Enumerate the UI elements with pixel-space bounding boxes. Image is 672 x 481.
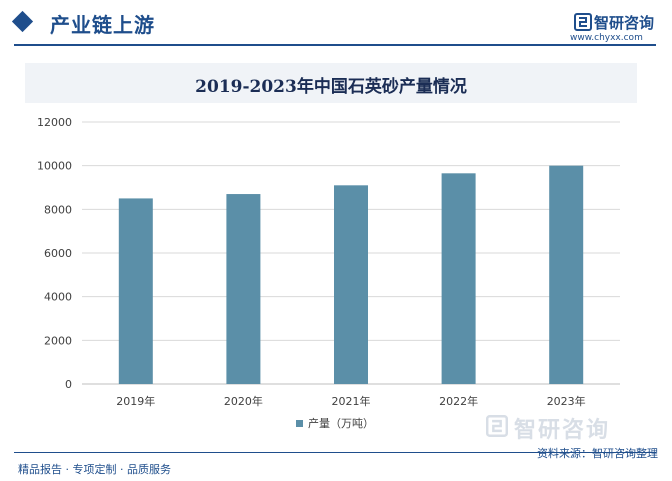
y-tick-label: 4000: [44, 291, 72, 304]
page-footer: 精品报告 · 专项定制 · 品质服务 资料来源：智研咨询整理: [0, 447, 672, 481]
x-tick-label: 2021年: [332, 394, 371, 408]
bar: [549, 165, 584, 384]
y-tick-label: 10000: [37, 160, 72, 173]
bar: [441, 173, 476, 384]
watermark-text: 智研咨询: [514, 418, 611, 443]
y-tick-label: 8000: [44, 203, 72, 216]
y-tick-label: 2000: [44, 334, 72, 347]
legend-label: 产量（万吨）: [308, 416, 374, 430]
brand-block: 智研咨询 www.chyxx.com: [570, 11, 658, 45]
watermark-logo-icon: [486, 415, 508, 437]
y-tick-label: 0: [65, 378, 72, 391]
brand-url: www.chyxx.com: [570, 33, 643, 43]
footer-divider: [14, 452, 656, 453]
bar: [226, 194, 261, 384]
chart-title: 2019-2023年中国石英砂产量情况: [195, 77, 467, 97]
bar: [118, 198, 153, 384]
section-title: 产业链上游: [50, 13, 155, 37]
brand-name: 智研咨询: [594, 14, 655, 32]
legend-swatch: [296, 420, 303, 427]
bar: [334, 185, 368, 384]
x-tick-label: 2019年: [116, 394, 155, 408]
x-tick-label: 2020年: [224, 394, 263, 408]
x-tick-label: 2022年: [439, 394, 478, 408]
footer-tagline: 精品报告 · 专项定制 · 品质服务: [18, 463, 171, 476]
chart-title-bar: 2019-2023年中国石英砂产量情况: [25, 63, 637, 103]
x-tick-label: 2023年: [547, 394, 586, 408]
page-header: 产业链上游 智研咨询 www.chyxx.com: [0, 0, 672, 58]
header-divider: [14, 44, 656, 46]
source-note: 资料来源：智研咨询整理: [537, 447, 658, 460]
brand-logo-icon: [574, 13, 592, 31]
y-tick-label: 12000: [37, 116, 72, 129]
y-tick-label: 6000: [44, 247, 72, 260]
watermark-brand: 智研咨询: [486, 412, 656, 443]
